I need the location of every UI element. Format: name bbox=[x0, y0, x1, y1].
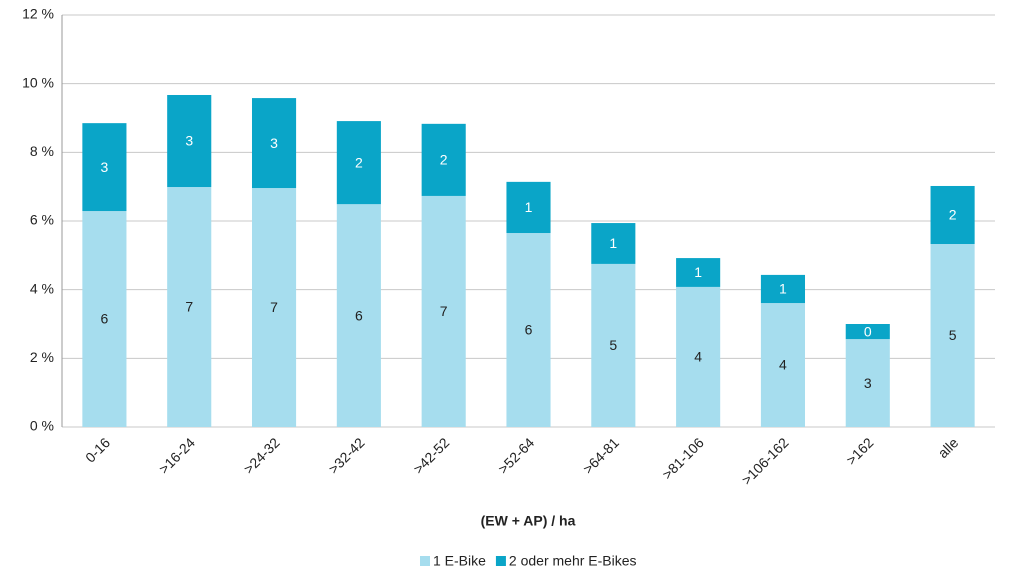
data-label: 5 bbox=[609, 337, 617, 353]
data-label: 0 bbox=[864, 323, 872, 339]
bar-segment bbox=[251, 188, 297, 427]
y-tick-label: 4 % bbox=[30, 280, 54, 296]
x-axis-title: (EW + AP) / ha bbox=[481, 513, 576, 529]
bar-segment bbox=[506, 233, 551, 427]
data-label: 7 bbox=[440, 303, 448, 319]
bar-segment bbox=[251, 98, 297, 189]
data-label: 4 bbox=[694, 349, 702, 365]
bar-segment bbox=[421, 123, 466, 196]
data-label: 4 bbox=[779, 357, 787, 373]
x-tick-label: 0-16 bbox=[82, 434, 113, 465]
x-tick-label: >32-42 bbox=[325, 434, 368, 477]
y-tick-label: 2 % bbox=[30, 349, 54, 365]
bar-segment bbox=[167, 94, 212, 188]
bar-segment bbox=[167, 187, 212, 427]
x-tick-label: >81-106 bbox=[659, 434, 707, 482]
bar-segment bbox=[845, 339, 890, 427]
y-tick-label: 6 % bbox=[30, 212, 54, 228]
data-label: 7 bbox=[270, 299, 278, 315]
data-label: 5 bbox=[949, 327, 957, 343]
bar-segment bbox=[506, 181, 551, 234]
y-tick-label: 0 % bbox=[30, 418, 54, 434]
data-label: 3 bbox=[270, 135, 278, 151]
bar-segment bbox=[676, 286, 721, 427]
x-tick-label: >24-32 bbox=[240, 434, 283, 477]
data-label: 2 bbox=[949, 207, 957, 223]
data-label: 1 bbox=[525, 199, 533, 215]
bar-segment bbox=[591, 263, 636, 427]
data-label: 3 bbox=[185, 133, 193, 149]
data-label: 2 bbox=[440, 152, 448, 168]
data-label: 1 bbox=[609, 235, 617, 251]
data-label: 6 bbox=[525, 322, 533, 338]
x-tick-label: >16-24 bbox=[156, 434, 199, 477]
x-tick-label: >64-81 bbox=[580, 434, 623, 477]
data-label: 7 bbox=[185, 299, 193, 315]
x-tick-label: >42-52 bbox=[410, 434, 453, 477]
x-tick-label: >52-64 bbox=[495, 434, 538, 477]
bar-segment bbox=[82, 211, 127, 427]
x-tick-label: >162 bbox=[843, 434, 877, 468]
data-label: 3 bbox=[101, 159, 109, 175]
bar-segment bbox=[845, 324, 890, 340]
data-label: 6 bbox=[101, 311, 109, 327]
bar-segment bbox=[591, 223, 636, 264]
bar-segment bbox=[421, 195, 466, 427]
legend-label: 1 E-Bike bbox=[433, 553, 486, 569]
y-tick-label: 12 % bbox=[22, 6, 54, 22]
data-label: 2 bbox=[355, 154, 363, 170]
legend-label: 2 oder mehr E-Bikes bbox=[509, 553, 637, 569]
bar-segment bbox=[760, 303, 806, 427]
bar-segment bbox=[336, 121, 381, 205]
data-label: 1 bbox=[694, 264, 702, 280]
bar-segment bbox=[930, 185, 975, 245]
y-tick-label: 10 % bbox=[22, 74, 54, 90]
bar-segment bbox=[336, 204, 381, 427]
x-tick-label: alle bbox=[935, 434, 962, 461]
data-label: 3 bbox=[864, 375, 872, 391]
data-label: 6 bbox=[355, 307, 363, 323]
bar-segment bbox=[676, 258, 721, 287]
bar-segment bbox=[930, 244, 975, 427]
x-tick-label: >106-162 bbox=[738, 434, 792, 488]
legend-swatch bbox=[420, 556, 430, 566]
y-tick-label: 8 % bbox=[30, 143, 54, 159]
bar-segment bbox=[82, 123, 127, 212]
data-label: 1 bbox=[779, 281, 787, 297]
legend-swatch bbox=[495, 556, 506, 566]
bar-segment bbox=[760, 274, 806, 304]
